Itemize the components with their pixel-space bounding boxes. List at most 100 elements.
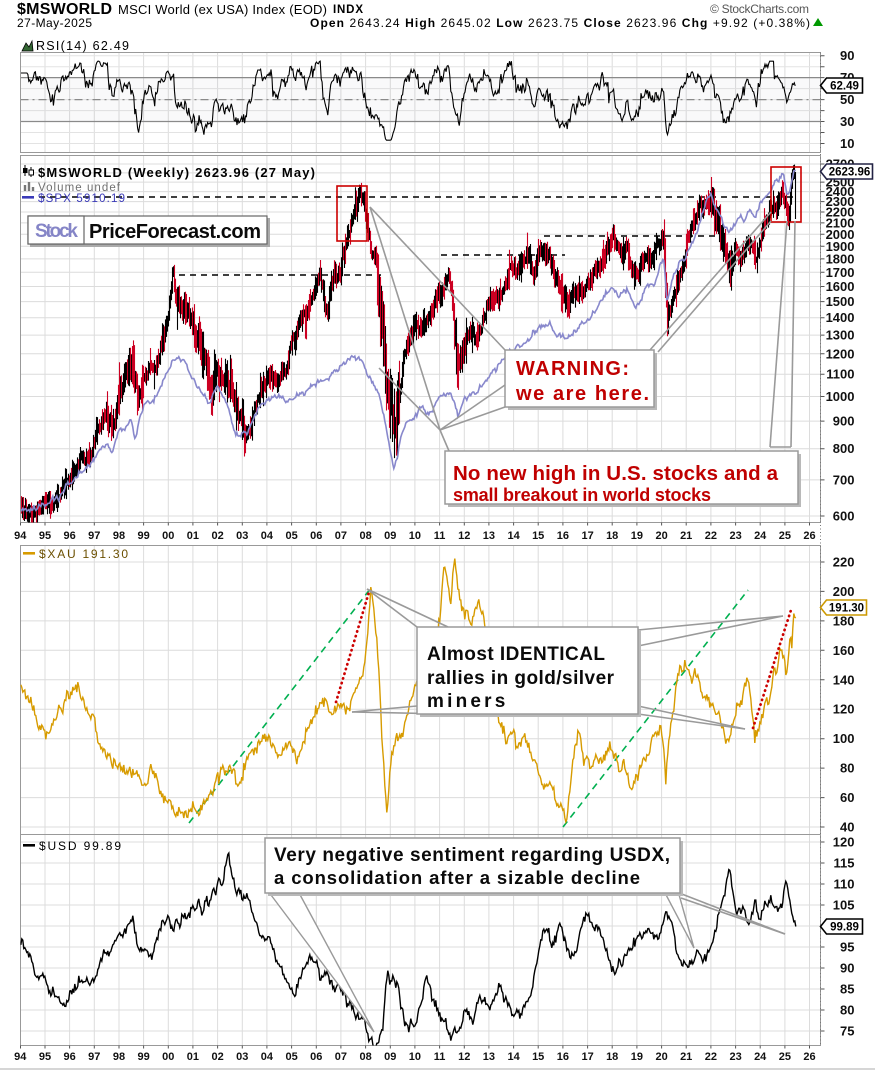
svg-text:15: 15 — [532, 1051, 544, 1063]
svg-text:1100: 1100 — [826, 367, 854, 382]
svg-text:00: 00 — [162, 1051, 174, 1063]
svg-text:11: 11 — [434, 530, 446, 542]
svg-text:90: 90 — [840, 48, 854, 63]
svg-text:17: 17 — [581, 1051, 593, 1063]
svg-text:900: 900 — [833, 414, 855, 429]
svg-text:99: 99 — [137, 530, 149, 542]
svg-text:2400: 2400 — [826, 184, 855, 199]
svg-text:98: 98 — [113, 1051, 125, 1063]
svg-text:INDX: INDX — [333, 4, 364, 16]
svg-text:$USD 99.89: $USD 99.89 — [39, 839, 121, 853]
svg-text:13: 13 — [483, 530, 495, 542]
svg-text:rallies in gold/silver: rallies in gold/silver — [427, 668, 615, 689]
svg-text:1900: 1900 — [826, 239, 855, 254]
svg-text:14: 14 — [507, 1051, 520, 1063]
svg-text:22: 22 — [705, 530, 717, 542]
svg-text:99.89: 99.89 — [830, 922, 859, 934]
svg-text:600: 600 — [833, 509, 855, 524]
svg-text:06: 06 — [310, 530, 322, 542]
svg-text:1500: 1500 — [826, 294, 855, 309]
svg-text:04: 04 — [261, 530, 274, 542]
svg-text:85: 85 — [840, 982, 854, 997]
svg-text:26: 26 — [803, 1051, 815, 1063]
svg-text:13: 13 — [483, 1051, 495, 1063]
svg-text:160: 160 — [833, 643, 855, 658]
svg-text:30: 30 — [840, 114, 854, 129]
svg-text:2200: 2200 — [826, 205, 855, 220]
svg-text:115: 115 — [834, 856, 855, 871]
svg-text:220: 220 — [833, 555, 855, 570]
svg-text:2000: 2000 — [826, 227, 855, 242]
svg-text:180: 180 — [833, 613, 855, 628]
svg-text:97: 97 — [88, 1051, 100, 1063]
svg-text:21: 21 — [680, 1051, 692, 1063]
svg-text:19: 19 — [631, 530, 643, 542]
svg-text:2300: 2300 — [826, 194, 855, 209]
svg-text:we are here.: we are here. — [515, 383, 649, 405]
svg-text:200: 200 — [833, 584, 855, 599]
svg-text:105: 105 — [833, 898, 855, 913]
svg-text:Open 2643.24 High 2645.02 Low: Open 2643.24 High 2645.02 Low 2623.75 Cl… — [310, 16, 810, 30]
svg-text:18: 18 — [606, 1051, 618, 1063]
svg-text:1800: 1800 — [826, 251, 855, 266]
svg-text:12: 12 — [458, 530, 470, 542]
svg-text:20: 20 — [655, 1051, 667, 1063]
svg-text:2623.96: 2623.96 — [829, 167, 871, 179]
svg-text:23: 23 — [729, 1051, 741, 1063]
svg-text:94: 94 — [14, 530, 27, 542]
svg-text:10: 10 — [840, 136, 854, 151]
svg-text:PriceForecast.com: PriceForecast.com — [89, 221, 261, 243]
svg-text:No new high in U.S. stocks and: No new high in U.S. stocks and a — [453, 462, 779, 485]
svg-text:1200: 1200 — [826, 346, 855, 361]
svg-text:100: 100 — [833, 731, 855, 746]
svg-text:$XAU 191.30: $XAU 191.30 — [39, 547, 128, 561]
svg-text:80: 80 — [840, 1003, 854, 1018]
svg-text:23: 23 — [729, 530, 741, 542]
svg-text:WARNING:: WARNING: — [516, 358, 629, 380]
svg-text:16: 16 — [557, 530, 569, 542]
svg-text:140: 140 — [833, 672, 855, 687]
svg-text:12: 12 — [458, 1051, 470, 1063]
svg-text:1400: 1400 — [826, 310, 855, 325]
svg-text:04: 04 — [261, 1051, 274, 1063]
svg-text:120: 120 — [833, 835, 855, 850]
svg-text:03: 03 — [236, 530, 248, 542]
svg-text:98: 98 — [113, 530, 125, 542]
svg-text:95: 95 — [39, 1051, 51, 1063]
svg-text:96: 96 — [63, 1051, 75, 1063]
svg-text:26: 26 — [803, 530, 815, 542]
svg-text:60: 60 — [840, 790, 854, 805]
svg-text:96: 96 — [63, 530, 75, 542]
svg-text:02: 02 — [211, 530, 223, 542]
svg-text:21: 21 — [680, 530, 692, 542]
svg-text:120: 120 — [833, 702, 855, 717]
svg-text:110: 110 — [834, 877, 855, 892]
svg-text:01: 01 — [187, 530, 199, 542]
svg-text:Almost IDENTICAL: Almost IDENTICAL — [427, 644, 605, 665]
svg-text:09: 09 — [384, 530, 396, 542]
svg-text:08: 08 — [359, 1051, 371, 1063]
svg-text:10: 10 — [409, 1051, 421, 1063]
svg-text:99: 99 — [137, 1051, 149, 1063]
svg-text:15: 15 — [532, 530, 544, 542]
svg-text:25: 25 — [779, 1051, 791, 1063]
svg-text:50: 50 — [840, 92, 854, 107]
svg-text:19: 19 — [631, 1051, 643, 1063]
svg-text:small breakout in world stocks: small breakout in world stocks — [453, 485, 711, 505]
svg-text:05: 05 — [285, 530, 297, 542]
svg-text:MSCI World (ex USA) Index (EOD: MSCI World (ex USA) Index (EOD) — [118, 2, 327, 17]
svg-text:© StockCharts.com: © StockCharts.com — [710, 2, 809, 16]
svg-text:97: 97 — [88, 530, 100, 542]
svg-text:RSI(14) 62.49: RSI(14) 62.49 — [36, 39, 129, 53]
svg-text:11: 11 — [434, 1051, 446, 1063]
svg-text:01: 01 — [187, 1051, 199, 1063]
svg-text:a consolidation after a sizabl: a consolidation after a sizable decline — [274, 867, 640, 888]
svg-text:75: 75 — [840, 1024, 854, 1039]
svg-text:2100: 2100 — [826, 215, 855, 230]
svg-text:1600: 1600 — [826, 279, 855, 294]
svg-text:24: 24 — [754, 530, 767, 542]
svg-text:16: 16 — [557, 1051, 569, 1063]
svg-text:1000: 1000 — [826, 389, 855, 404]
svg-text:27-May-2025: 27-May-2025 — [17, 16, 92, 30]
svg-text:$MSWORLD: $MSWORLD — [17, 1, 112, 18]
